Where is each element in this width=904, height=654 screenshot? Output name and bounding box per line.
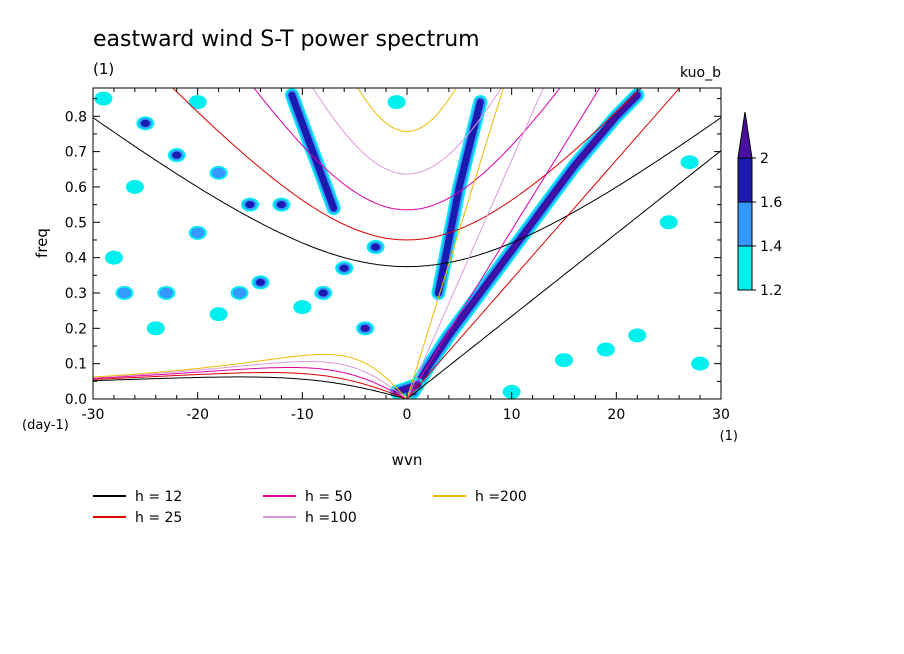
y-tick-label: 0.6 [65,180,87,196]
power-patch-4-level-2 [276,201,286,209]
y-tick-label: 0.1 [65,357,87,373]
dispersion-curve-rossby-4 [93,353,408,399]
legend-label-4: h =200 [475,489,527,505]
dispersion-curve-kelvin-1 [406,88,681,399]
power-patch-14-level-0 [387,95,406,110]
x-tick-label: 10 [503,407,521,423]
dispersion-curve-kelvin-2 [406,88,601,399]
x-tick-label: -10 [291,407,314,423]
chart-subtitle-left: (1) [93,60,114,78]
colorbar-label: 2 [760,151,769,167]
dispersion-curve-kelvin-3 [406,88,544,399]
power-patch-17-level-0 [104,250,123,265]
dispersion-curve-rossby-3 [93,361,408,399]
dispersion-curve-rossby-2 [93,367,408,399]
dispersion-curve-rossby-1 [93,372,408,399]
legend-label-3: h =100 [305,510,357,526]
dispersion-curves [93,88,721,399]
power-patch-25-level-0 [628,328,647,343]
power-patch-23-level-0 [659,215,678,230]
power-patch-27-level-0 [555,353,573,368]
dispersion-curve-inertia-gravity-2 [253,88,561,211]
dispersion-curve-rossby-0 [93,376,408,399]
y-tick-label: 0.8 [65,109,87,125]
power-patch-9-level-1 [117,287,132,299]
y-tick-label: 0.0 [65,392,87,408]
power-patch-16-level-0 [125,179,144,194]
colorbar-segment-1 [737,201,753,247]
y-axis-unit: (day-1) [22,418,69,433]
dispersion-curve-kelvin-4 [406,88,504,399]
power-band-2-level-2 [288,91,338,212]
power-patch-26-level-0 [596,342,615,357]
dispersion-curve-kelvin-0 [406,150,721,399]
dispersion-curve-inertia-gravity-1 [172,88,642,241]
y-tick-label: 0.3 [65,286,87,302]
power-patch-13-level-2 [371,243,381,251]
power-patch-5-level-2 [255,278,266,286]
power-patch-18-level-0 [146,321,165,336]
y-tick-label: 0.7 [65,145,87,161]
legend-label-0: h = 12 [135,489,182,505]
power-patch-20-level-0 [293,300,312,315]
power-patch-12-level-2 [318,289,328,297]
power-patch-21-level-0 [188,95,207,110]
plot-area: -30 -20 -10 0 10 20 30 0.0 0.1 0.2 0.3 0.4 0.5 0.6 0.7… [65,87,730,423]
x-tick-label: 20 [607,407,625,423]
chart-subtitle-right: kuo_b [680,65,721,81]
dispersion-curve-inertia-gravity-4 [357,88,457,133]
colorbar-top-arrow [737,111,753,159]
y-tick-label: 0.4 [65,251,87,267]
power-patch-6-level-2 [339,264,349,272]
colorbar: 1.2 1.4 1.6 2 [737,111,782,299]
x-tick-label: -20 [186,407,209,423]
power-patch-7-level-3 [362,326,368,331]
dispersion-curve-inertia-gravity-0 [93,117,721,268]
legend: h = 12 h = 25 h = 50 h =100 h =200 [93,489,527,526]
power-patch-24-level-0 [691,356,710,371]
plot-frame [92,87,722,400]
power-patch-10-level-1 [159,287,174,299]
y-tick-label: 0.5 [65,215,87,231]
x-tick-label: 30 [712,407,730,423]
power-patch-8-level-1 [190,227,205,239]
colorbar-segment-0 [737,245,753,291]
legend-label-1: h = 25 [135,510,182,526]
power-patch-22-level-0 [680,155,699,170]
x-axis-unit: (1) [720,429,738,444]
chart-title: eastward wind S-T power spectrum [93,27,480,52]
power-contours [94,88,710,399]
colorbar-label: 1.2 [760,283,782,299]
power-patch-3-level-2 [245,201,255,209]
power-patch-1-level-2 [172,151,182,159]
x-tick-label: -30 [82,407,105,423]
power-patch-11-level-1 [232,287,247,299]
power-patch-28-level-0 [502,384,521,399]
legend-label-2: h = 50 [305,489,352,505]
power-patch-0-level-2 [140,119,150,127]
power-patch-19-level-0 [209,307,228,322]
power-patch-15-level-0 [94,91,113,106]
colorbar-label: 1.6 [760,195,782,211]
x-tick-label: 0 [403,407,412,423]
power-patch-2-level-1 [211,167,226,179]
colorbar-label: 1.4 [760,239,782,255]
y-tick-label: 0.2 [65,321,87,337]
power-band-3-level-3 [394,383,420,394]
colorbar-segment-2 [737,157,753,203]
y-axis-label: freq [33,228,51,258]
dispersion-curve-inertia-gravity-3 [312,88,502,175]
power-band-1-level-2 [434,98,484,297]
x-axis-label: wvn [392,451,423,469]
power-band-0-level-3 [411,93,640,394]
axis-ticks: -30 -20 -10 0 10 20 30 0.0 0.1 0.2 0.3 0.4 0.5 0.6 0.7… [65,88,730,423]
